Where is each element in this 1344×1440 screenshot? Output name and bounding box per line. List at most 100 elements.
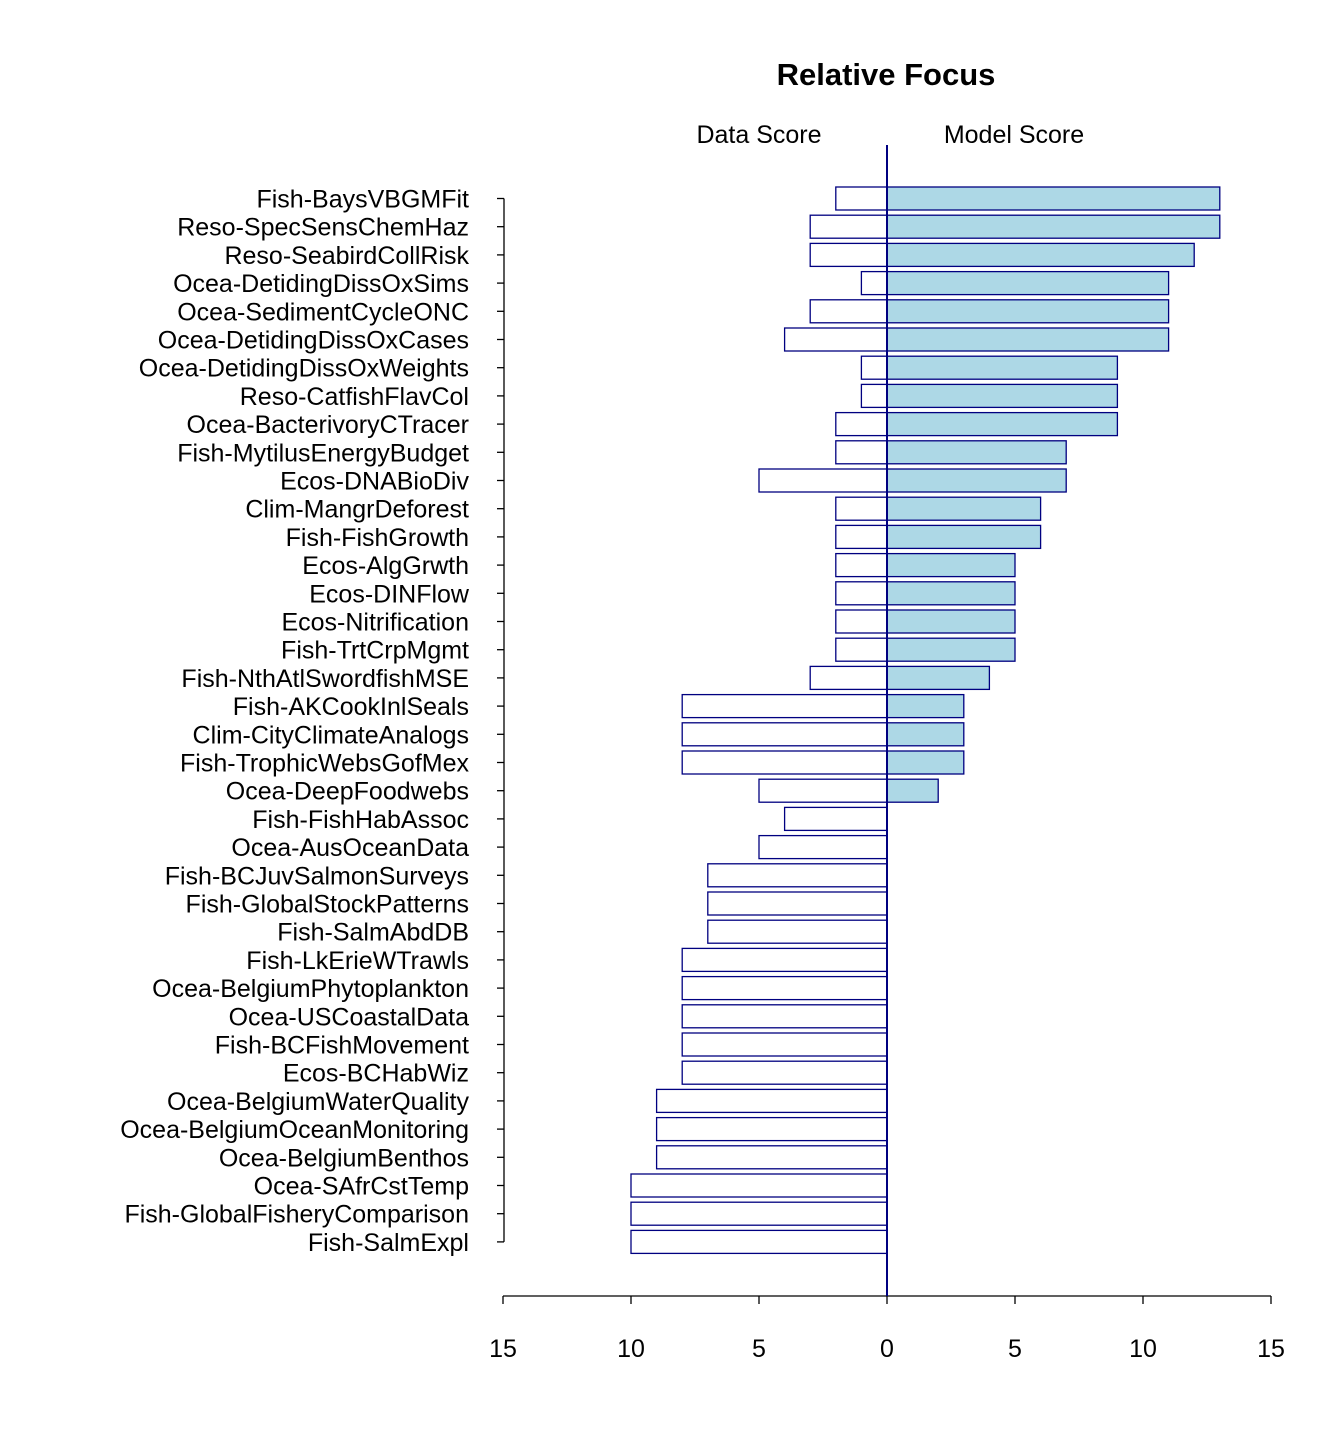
data-score-bar: [835, 496, 888, 521]
category-label: Fish-GlobalStockPatterns: [186, 891, 469, 919]
category-label: Ecos-BCHabWiz: [283, 1060, 469, 1088]
category-label: Fish-SalmAbdDB: [277, 919, 469, 947]
chart-title: Relative Focus: [777, 57, 996, 92]
data-score-bar: [655, 1088, 888, 1114]
data-score-bar: [707, 863, 888, 888]
model-score-bar: [886, 778, 939, 803]
category-label: Fish-FishHabAssoc: [252, 806, 469, 834]
model-score-bar: [886, 440, 1067, 465]
category-label: Fish-SalmExpl: [308, 1229, 469, 1257]
category-label: Fish-TrtCrpMgmt: [281, 637, 469, 665]
category-label: Clim-CityClimateAnalogs: [193, 721, 469, 749]
data-score-bar: [758, 778, 888, 803]
bars-group: [630, 186, 1221, 1255]
model-score-bar: [886, 750, 965, 775]
category-label: Ocea-BelgiumOceanMonitoring: [120, 1116, 469, 1144]
category-label: Ocea-BacterivoryCTracer: [187, 411, 469, 439]
data-score-bar: [809, 299, 888, 324]
data-score-bar: [681, 1004, 888, 1029]
data-score-bar: [681, 722, 888, 747]
model-score-bar: [886, 665, 991, 691]
x-tick-label: 15: [489, 1335, 517, 1363]
model-score-bar: [886, 637, 1016, 662]
model-score-bar: [886, 552, 1016, 578]
x-tick-label: 15: [1257, 1335, 1285, 1363]
x-axis: 15 10 5 0 5 10 15: [489, 1295, 1285, 1363]
model-score-bar: [886, 270, 1170, 296]
x-tick-label: 5: [752, 1335, 766, 1363]
data-score-bar: [783, 327, 888, 352]
model-score-bar: [886, 355, 1119, 380]
data-score-bar: [809, 214, 888, 239]
category-label: Ocea-SAfrCstTemp: [254, 1173, 469, 1201]
data-score-bar: [835, 440, 888, 465]
x-tick-label: 10: [617, 1335, 645, 1363]
category-label: Ecos-Nitrification: [281, 609, 469, 637]
model-score-bar: [886, 468, 1067, 493]
category-label: Ecos-DNABioDiv: [280, 468, 469, 496]
category-labels: Fish-BaysVBGMFitReso-SpecSensChemHazReso…: [120, 186, 470, 1257]
data-score-bar: [681, 693, 888, 719]
category-label: Fish-BCFishMovement: [215, 1032, 469, 1060]
model-score-bar: [886, 524, 1042, 550]
data-score-bar: [835, 581, 888, 606]
model-score-bar: [886, 242, 1195, 268]
category-label: Ocea-DetidingDissOxWeights: [139, 355, 469, 383]
data-score-bar: [707, 919, 888, 944]
category-label: Ocea-USCoastalData: [229, 1003, 469, 1031]
category-label: Ocea-DeepFoodwebs: [226, 778, 469, 806]
model-score-bar: [886, 214, 1221, 239]
category-label: Reso-CatfishFlavCol: [240, 383, 469, 411]
category-label: Fish-GlobalFisheryComparison: [124, 1201, 469, 1229]
model-score-bar: [886, 693, 965, 719]
data-score-label: Data Score: [696, 121, 821, 149]
model-score-bar: [886, 186, 1221, 211]
data-score-bar: [681, 1060, 888, 1085]
category-label: Ocea-AusOceanData: [231, 834, 469, 862]
data-score-bar: [630, 1229, 888, 1255]
model-score-bar: [886, 299, 1170, 324]
category-label: Ecos-DINFlow: [309, 580, 470, 608]
model-score-label: Model Score: [944, 121, 1084, 149]
model-score-bar: [886, 411, 1119, 437]
category-label: Clim-MangrDeforest: [245, 496, 469, 524]
data-score-bar: [783, 806, 888, 832]
category-label: Fish-NthAtlSwordfishMSE: [181, 665, 469, 693]
data-score-bar: [630, 1173, 888, 1198]
data-score-bar: [809, 242, 888, 268]
data-score-bar: [835, 637, 888, 662]
data-score-bar: [655, 1145, 888, 1170]
data-score-bar: [758, 468, 888, 493]
category-label: Fish-BaysVBGMFit: [256, 186, 469, 214]
data-score-bar: [860, 383, 888, 409]
category-label: Ocea-SedimentCycleONC: [177, 298, 469, 326]
category-label: Reso-SpecSensChemHaz: [177, 214, 469, 242]
data-score-bar: [860, 270, 888, 296]
category-label: Fish-TrophicWebsGofMex: [180, 750, 469, 778]
data-score-bar: [809, 665, 888, 691]
category-label: Ocea-DetidingDissOxSims: [173, 270, 469, 298]
model-score-bar: [886, 581, 1016, 606]
category-label: Reso-SeabirdCollRisk: [224, 242, 469, 270]
data-score-bar: [681, 750, 888, 775]
model-score-bar: [886, 496, 1042, 521]
x-tick-label: 10: [1129, 1335, 1157, 1363]
model-score-bar: [886, 327, 1170, 352]
category-label: Fish-AKCookInlSeals: [233, 693, 469, 721]
model-score-bar: [886, 609, 1016, 634]
model-score-bar: [886, 722, 965, 747]
data-score-bar: [681, 1032, 888, 1057]
data-score-bar: [758, 834, 888, 860]
category-label: Ocea-DetidingDissOxCases: [158, 327, 469, 355]
category-label: Ocea-BelgiumBenthos: [219, 1144, 469, 1172]
data-score-bar: [860, 355, 888, 380]
category-label: Fish-LkErieWTrawls: [246, 947, 469, 975]
category-label: Ocea-BelgiumWaterQuality: [167, 1088, 469, 1116]
data-score-bar: [835, 609, 888, 634]
category-label: Ocea-BelgiumPhytoplankton: [152, 975, 469, 1003]
category-label: Fish-MytilusEnergyBudget: [177, 439, 469, 467]
data-score-bar: [681, 947, 888, 973]
category-label: Ecos-AlgGrwth: [302, 552, 469, 580]
data-score-bar: [707, 891, 888, 916]
